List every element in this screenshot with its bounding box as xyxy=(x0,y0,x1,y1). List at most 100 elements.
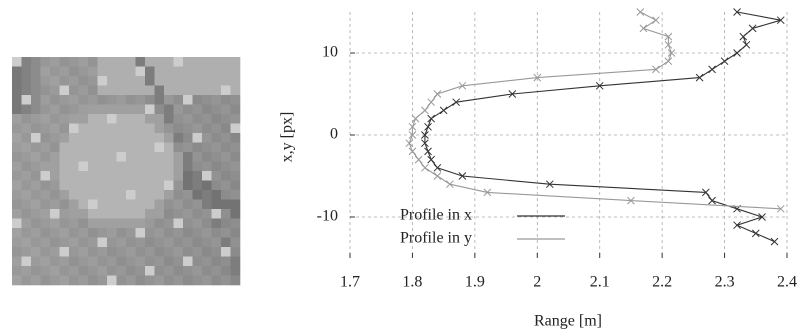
pixel xyxy=(22,114,32,124)
pixel xyxy=(126,114,136,124)
pixel xyxy=(212,200,222,210)
pixel xyxy=(107,228,117,238)
pixel xyxy=(60,86,70,96)
pixel xyxy=(183,162,193,172)
pixel xyxy=(79,133,89,143)
pixel xyxy=(69,143,79,153)
pixel xyxy=(69,276,79,286)
pixel xyxy=(136,114,146,124)
pixel xyxy=(212,181,222,191)
pixel xyxy=(12,247,22,257)
pixel xyxy=(50,143,60,153)
pixel xyxy=(183,105,193,115)
pixel xyxy=(202,133,212,143)
pixel xyxy=(50,57,60,67)
pixel xyxy=(98,190,108,200)
pixel xyxy=(22,257,32,267)
marker xyxy=(637,9,644,16)
pixel xyxy=(126,57,136,67)
pixel xyxy=(221,238,231,248)
pixel xyxy=(60,228,70,238)
pixel xyxy=(174,143,184,153)
pixel xyxy=(145,228,155,238)
pixel xyxy=(126,181,136,191)
pixel xyxy=(212,228,222,238)
pixel xyxy=(69,162,79,172)
pixel xyxy=(231,105,241,115)
pixel xyxy=(12,124,22,134)
pixel xyxy=(22,247,32,257)
pixel xyxy=(60,133,70,143)
pixel xyxy=(155,228,165,238)
pixel xyxy=(117,200,127,210)
pixel xyxy=(69,95,79,105)
marker xyxy=(421,164,428,171)
pixel xyxy=(202,181,212,191)
pixel xyxy=(79,190,89,200)
pixel xyxy=(107,95,117,105)
pixel xyxy=(126,124,136,134)
pixel xyxy=(164,152,174,162)
pixel xyxy=(50,95,60,105)
pixel xyxy=(231,257,241,267)
pixel xyxy=(231,200,241,210)
pixel xyxy=(22,143,32,153)
marker xyxy=(734,222,741,229)
pixel xyxy=(41,95,51,105)
x-tick-label: 1.9 xyxy=(465,274,485,291)
pixel xyxy=(212,143,222,153)
pixel xyxy=(221,257,231,267)
marker xyxy=(743,41,750,48)
pixel xyxy=(174,238,184,248)
pixel xyxy=(98,57,108,67)
pixel xyxy=(212,276,222,286)
pixel xyxy=(50,133,60,143)
pixel xyxy=(31,200,41,210)
pixel xyxy=(164,114,174,124)
pixel xyxy=(212,124,222,134)
pixel xyxy=(193,190,203,200)
pixel xyxy=(50,86,60,96)
pixel xyxy=(12,171,22,181)
pixel xyxy=(98,181,108,191)
pixel xyxy=(12,276,22,286)
pixel xyxy=(231,95,241,105)
pixel xyxy=(164,266,174,276)
pixel xyxy=(155,257,165,267)
pixel xyxy=(193,181,203,191)
pixel xyxy=(155,86,165,96)
pixel xyxy=(221,143,231,153)
pixel xyxy=(193,162,203,172)
pixel xyxy=(164,209,174,219)
pixel-image xyxy=(12,57,240,285)
pixel xyxy=(117,276,127,286)
pixel xyxy=(98,86,108,96)
pixel xyxy=(22,209,32,219)
pixel xyxy=(221,95,231,105)
pixel xyxy=(126,238,136,248)
pixel xyxy=(98,266,108,276)
pixel xyxy=(79,114,89,124)
pixel xyxy=(221,190,231,200)
pixel xyxy=(155,76,165,86)
pixel xyxy=(145,124,155,134)
pixel xyxy=(174,152,184,162)
pixel xyxy=(136,67,146,77)
pixel xyxy=(12,105,22,115)
pixel xyxy=(174,181,184,191)
pixel xyxy=(164,200,174,210)
pixel xyxy=(136,143,146,153)
pixel xyxy=(60,114,70,124)
pixel xyxy=(12,190,22,200)
pixel xyxy=(221,219,231,229)
pixel xyxy=(107,247,117,257)
pixel xyxy=(12,86,22,96)
pixel xyxy=(202,266,212,276)
pixel xyxy=(212,171,222,181)
marker xyxy=(434,173,441,180)
pixel xyxy=(126,190,136,200)
pixel xyxy=(117,238,127,248)
marker xyxy=(425,148,432,155)
pixel xyxy=(145,114,155,124)
pixel xyxy=(41,247,51,257)
